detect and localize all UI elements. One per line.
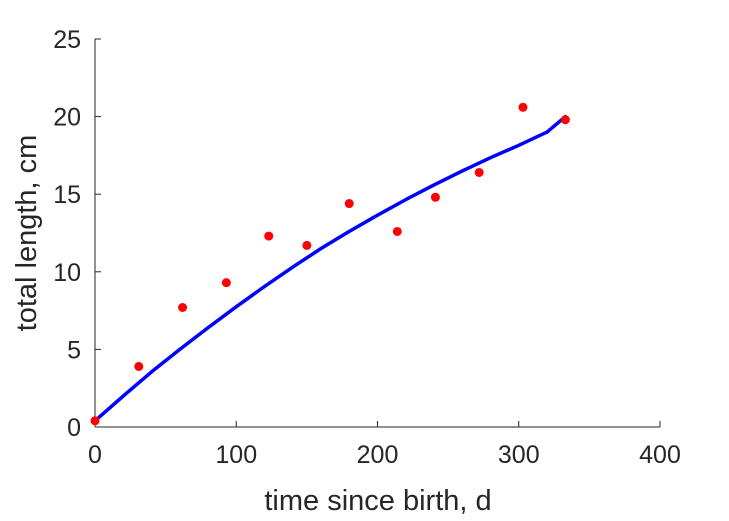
series-layer xyxy=(90,102,570,426)
fit-curve-line xyxy=(93,114,568,423)
data-point xyxy=(474,167,484,177)
y-tick-label: 25 xyxy=(53,26,81,54)
data-point xyxy=(392,226,402,236)
y-tick-label: 0 xyxy=(67,414,81,442)
y-tick-label: 5 xyxy=(67,336,81,364)
data-point xyxy=(178,302,188,312)
data-point xyxy=(430,192,440,202)
data-point xyxy=(90,416,100,426)
x-tick-label: 300 xyxy=(498,441,540,469)
x-tick-label: 100 xyxy=(215,441,257,469)
y-axis: 0 5 10 15 20 25 xyxy=(53,26,101,442)
x-axis: 0 100 200 300 400 xyxy=(88,421,681,469)
data-point xyxy=(518,102,528,112)
data-point xyxy=(134,361,144,371)
y-tick-label: 15 xyxy=(53,181,81,209)
data-point xyxy=(264,231,274,241)
data-point xyxy=(302,240,312,250)
x-tick-label: 400 xyxy=(639,441,681,469)
x-tick-label: 200 xyxy=(357,441,399,469)
x-axis-title: time since birth, d xyxy=(264,485,491,517)
data-point xyxy=(221,278,231,288)
y-tick-label: 20 xyxy=(53,104,81,132)
data-point xyxy=(560,115,570,125)
x-tick-label: 0 xyxy=(88,441,102,469)
y-tick-label: 10 xyxy=(53,259,81,287)
y-axis-title: total length, cm xyxy=(11,135,43,332)
data-point xyxy=(344,199,354,209)
